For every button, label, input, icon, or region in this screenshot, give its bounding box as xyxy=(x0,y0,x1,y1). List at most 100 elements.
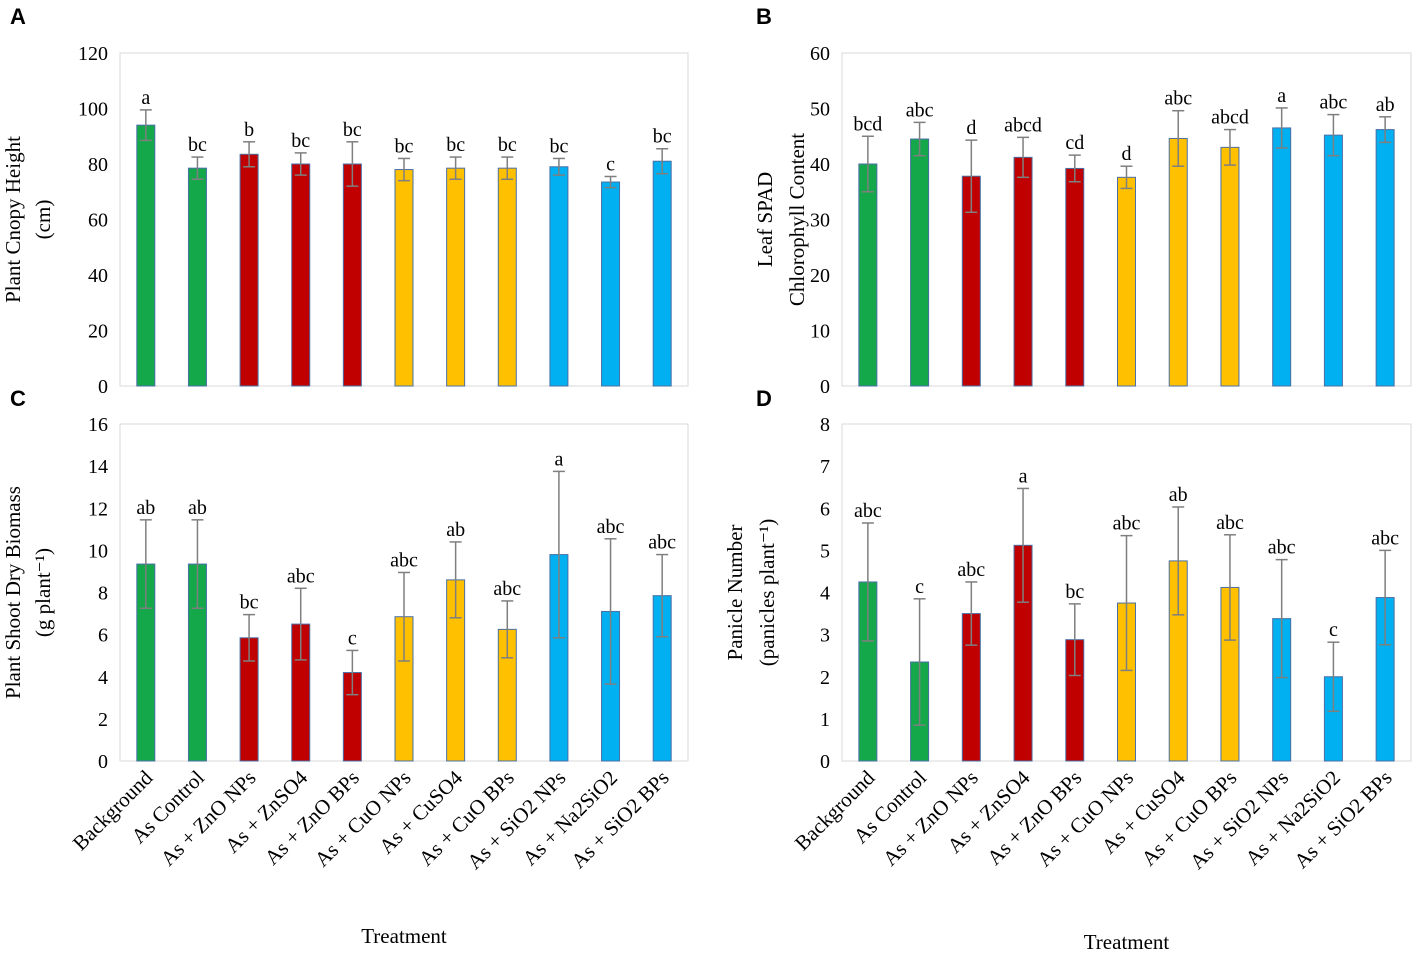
bar xyxy=(1272,127,1292,387)
y-axis-label: Leaf SPAD xyxy=(753,172,777,267)
y-tick-label: 40 xyxy=(88,265,108,287)
y-tick-label: 5 xyxy=(820,540,830,562)
y-tick-label: 80 xyxy=(88,154,108,176)
y-axis-label: Plant Shoot Dry Biomass xyxy=(1,486,25,699)
panel-letter: A xyxy=(10,4,26,29)
significance-label: abc xyxy=(1216,512,1244,534)
y-tick-label: 2 xyxy=(98,709,108,731)
significance-label: abc xyxy=(906,99,934,121)
bar xyxy=(342,163,362,387)
bar xyxy=(858,163,878,387)
y-axis-label: (g plant⁻¹) xyxy=(31,548,55,637)
significance-label: bc xyxy=(446,134,465,156)
y-tick-label: 0 xyxy=(820,751,830,773)
bar xyxy=(910,138,930,387)
bar xyxy=(187,167,207,387)
significance-label: bcd xyxy=(853,113,882,135)
bar xyxy=(1013,156,1033,387)
bar xyxy=(549,166,569,387)
bar xyxy=(394,169,414,387)
significance-label: a xyxy=(141,87,150,109)
y-tick-label: 60 xyxy=(88,210,108,232)
significance-label: ab xyxy=(188,497,207,519)
bar xyxy=(446,167,466,387)
significance-label: a xyxy=(1277,85,1286,107)
bar xyxy=(1375,129,1395,387)
significance-label: cd xyxy=(1065,132,1084,154)
panel-letter: B xyxy=(756,4,772,29)
panel-a: A 0 20 40 60 80 100 120 Plant Cnopy Height (cm) a b… xyxy=(1,4,689,398)
significance-label: abc xyxy=(1371,527,1399,549)
significance-label: bc xyxy=(395,135,414,157)
significance-label: c xyxy=(915,576,924,598)
bar xyxy=(239,153,259,387)
significance-label: bc xyxy=(188,134,207,156)
y-tick-label: 1 xyxy=(820,709,830,731)
significance-label: abc xyxy=(648,532,676,554)
significance-label: abc xyxy=(1113,513,1141,535)
y-tick-label: 0 xyxy=(98,751,108,773)
y-tick-label: 8 xyxy=(98,583,108,605)
panel-letter: C xyxy=(10,386,26,411)
bar xyxy=(1168,137,1188,387)
panel-c: C 0 2 4 6 8 10 12 14 16 Plant Shoot Dry Biomass (g … xyxy=(1,386,689,948)
significance-label: ab xyxy=(136,497,155,519)
y-tick-label: 20 xyxy=(88,321,108,343)
y-tick-label: 40 xyxy=(810,154,830,176)
y-tick-label: 3 xyxy=(820,625,830,647)
significance-label: abc xyxy=(957,559,985,581)
y-axis-label: (cm) xyxy=(31,200,55,240)
y-tick-label: 7 xyxy=(820,456,830,478)
significance-label: c xyxy=(606,153,615,175)
y-tick-label: 60 xyxy=(810,43,830,65)
significance-label: abc xyxy=(1320,92,1348,114)
significance-label: bc xyxy=(498,134,517,156)
y-axis-label: Chlorophyll Content xyxy=(785,133,809,306)
significance-label: bc xyxy=(291,130,310,152)
y-tick-label: 30 xyxy=(810,210,830,232)
significance-label: c xyxy=(1329,619,1338,641)
y-tick-label: 10 xyxy=(810,321,830,343)
significance-label: a xyxy=(1019,465,1028,487)
y-axis-label: (panicles plant⁻¹) xyxy=(755,519,779,666)
significance-label: a xyxy=(554,448,563,470)
bar xyxy=(1323,134,1343,387)
y-tick-label: 16 xyxy=(88,414,108,436)
significance-label: abc xyxy=(597,516,625,538)
significance-label: b xyxy=(244,119,254,141)
x-axis-title: Treatment xyxy=(1084,930,1170,954)
significance-label: d xyxy=(1122,143,1132,165)
bar xyxy=(291,163,311,387)
y-tick-label: 2 xyxy=(820,667,830,689)
bar xyxy=(601,181,621,387)
bar xyxy=(1065,167,1085,387)
significance-label: abcd xyxy=(1211,107,1249,129)
panel-letter: D xyxy=(756,386,772,411)
y-axis-label: Panicle Number xyxy=(723,525,747,661)
bar xyxy=(136,124,156,387)
significance-label: abc xyxy=(287,565,315,587)
y-axis-label: Plant Cnopy Height xyxy=(1,136,25,303)
y-tick-label: 120 xyxy=(78,43,108,65)
panel-b: B 0 10 20 30 40 50 60 Leaf SPAD Chlorophyll Conte… xyxy=(753,4,1412,398)
significance-label: abc xyxy=(493,578,521,600)
significance-label: bc xyxy=(1065,581,1084,603)
significance-label: bc xyxy=(653,126,672,148)
y-tick-label: 0 xyxy=(820,376,830,398)
y-tick-label: 6 xyxy=(98,625,108,647)
significance-label: abc xyxy=(1268,537,1296,559)
bar xyxy=(652,160,672,387)
y-tick-label: 4 xyxy=(98,667,108,689)
x-axis-title: Treatment xyxy=(361,924,447,948)
y-tick-label: 4 xyxy=(820,583,830,605)
y-tick-label: 6 xyxy=(820,498,830,520)
bar xyxy=(1117,176,1136,387)
y-tick-label: 20 xyxy=(810,265,830,287)
y-tick-label: 12 xyxy=(88,498,108,520)
bar xyxy=(497,167,517,387)
y-tick-label: 0 xyxy=(98,376,108,398)
y-tick-label: 100 xyxy=(78,99,108,121)
significance-label: bc xyxy=(343,119,362,141)
significance-label: ab xyxy=(1376,94,1395,116)
